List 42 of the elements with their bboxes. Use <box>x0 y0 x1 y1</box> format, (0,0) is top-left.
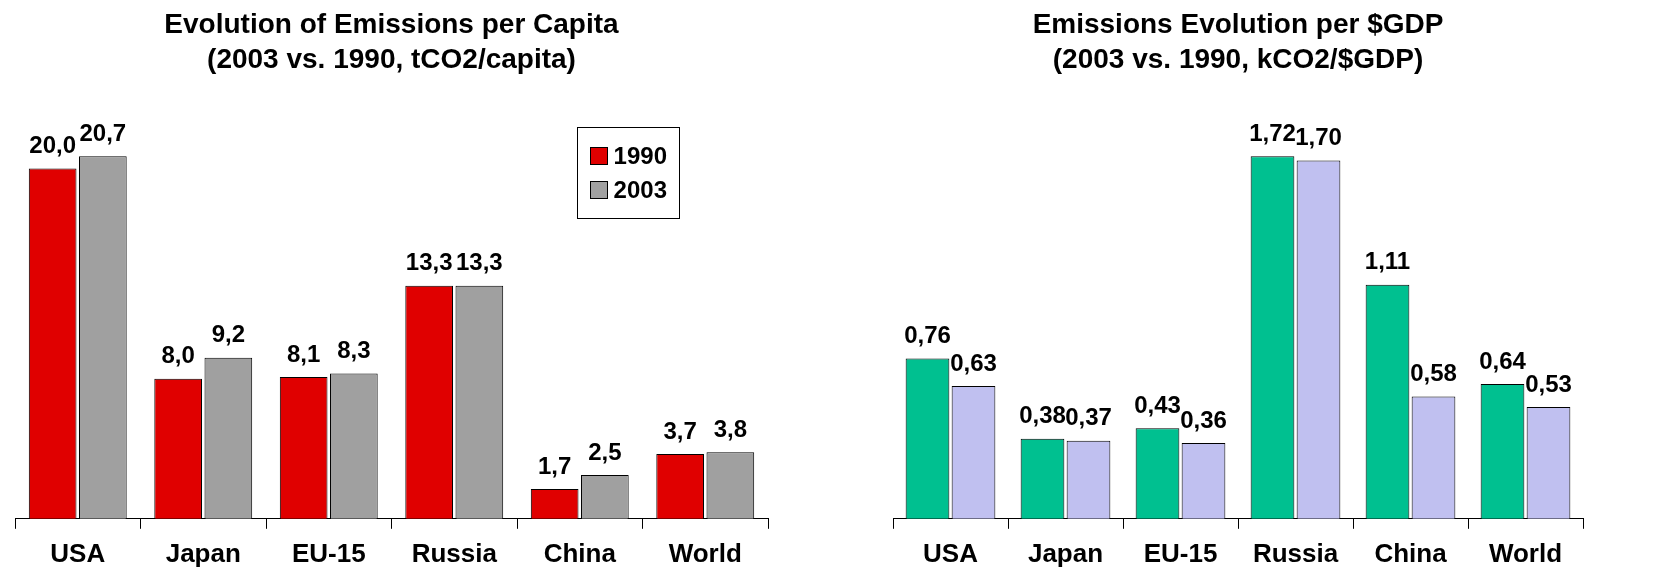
data-label: 13,3 <box>405 248 453 276</box>
data-label: 0,36 <box>1180 405 1227 433</box>
x-tick-label: Russia <box>1252 537 1339 568</box>
x-tick-label: World <box>1488 537 1563 568</box>
chart-title: Emissions Evolution per $GDP <box>1032 7 1444 39</box>
data-label: 3,8 <box>713 414 748 442</box>
chart-title: Evolution of Emissions per Capita <box>164 7 620 39</box>
x-tick-label: Japan <box>165 537 241 568</box>
x-tick-label: USA <box>923 537 979 568</box>
x-tick-label: China <box>543 537 617 568</box>
legend-label: 2003 <box>613 176 667 205</box>
chart-subtitle: (2003 vs. 1990, kCO2/$GDP) <box>1052 43 1424 75</box>
data-label: 13,3 <box>455 248 503 276</box>
data-label: 0,58 <box>1410 359 1457 387</box>
data-label: 0,53 <box>1525 369 1572 397</box>
data-label: 0,37 <box>1065 403 1112 431</box>
x-tick-label: World <box>668 537 742 568</box>
data-label: 9,2 <box>211 320 246 348</box>
chart-subtitle: (2003 vs. 1990, tCO2/capita) <box>207 43 576 75</box>
x-tick-label: EU-15 <box>1143 537 1218 568</box>
data-label: 20,0 <box>29 131 77 159</box>
data-label: 0,43 <box>1134 390 1181 418</box>
data-label: 1,11 <box>1364 247 1411 275</box>
data-label: 8,3 <box>337 336 371 364</box>
x-tick-label: Japan <box>1027 537 1104 568</box>
x-tick-label: Russia <box>411 537 498 568</box>
data-label: 8,1 <box>286 339 321 367</box>
data-label: 8,0 <box>161 341 195 369</box>
x-tick-label: USA <box>50 537 106 568</box>
data-label: 1,72 <box>1249 118 1296 146</box>
legend-label: 1990 <box>613 142 667 171</box>
data-label: 20,7 <box>79 118 127 146</box>
x-tick-label: China <box>1374 537 1448 568</box>
data-label: 0,76 <box>904 321 951 349</box>
data-label: 1,7 <box>537 451 572 479</box>
data-label: 1,70 <box>1295 123 1342 151</box>
data-label: 2,5 <box>588 437 622 465</box>
data-label: 0,64 <box>1479 346 1527 374</box>
data-label: 0,63 <box>950 348 997 376</box>
data-label: 0,38 <box>1019 401 1066 429</box>
x-tick-label: EU-15 <box>291 537 366 568</box>
data-label: 3,7 <box>663 416 697 444</box>
